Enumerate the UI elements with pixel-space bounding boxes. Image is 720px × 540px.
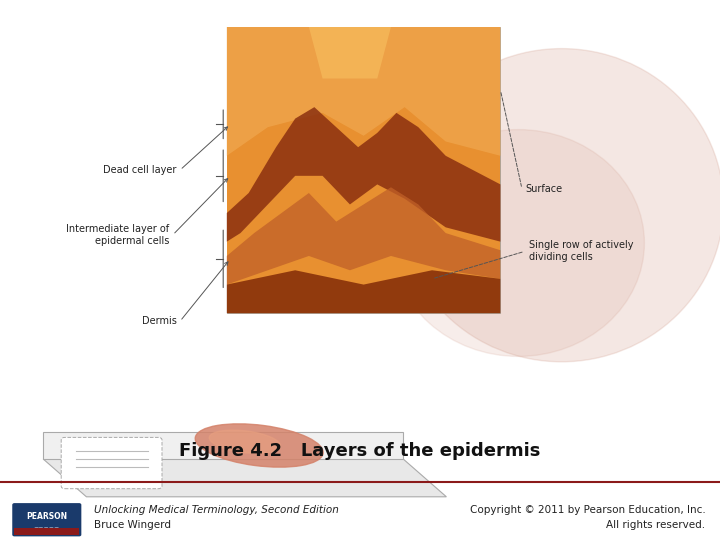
Polygon shape: [43, 432, 403, 459]
Text: Unlocking Medical Terminology, Second Edition: Unlocking Medical Terminology, Second Ed…: [94, 505, 338, 515]
Polygon shape: [309, 27, 391, 78]
Ellipse shape: [195, 424, 323, 467]
Text: Surface: Surface: [526, 184, 563, 194]
Text: Figure 4.2   Layers of the epidermis: Figure 4.2 Layers of the epidermis: [179, 442, 541, 460]
Text: ~~~~~: ~~~~~: [34, 525, 60, 531]
Ellipse shape: [400, 49, 720, 362]
Ellipse shape: [210, 430, 280, 454]
FancyBboxPatch shape: [61, 437, 162, 489]
Text: Dermis: Dermis: [142, 316, 176, 326]
Text: Copyright © 2011 by Pearson Education, Inc.: Copyright © 2011 by Pearson Education, I…: [470, 505, 706, 515]
Text: Intermediate layer of
epidermal cells: Intermediate layer of epidermal cells: [66, 224, 169, 246]
Polygon shape: [227, 107, 500, 241]
Bar: [14, 528, 79, 535]
Polygon shape: [43, 459, 446, 497]
Text: Dead cell layer: Dead cell layer: [103, 165, 176, 175]
Text: PEARSON: PEARSON: [26, 512, 68, 521]
Ellipse shape: [392, 130, 644, 356]
FancyBboxPatch shape: [13, 504, 81, 536]
Polygon shape: [227, 187, 500, 285]
Bar: [227, 27, 500, 313]
Polygon shape: [227, 27, 500, 156]
Bar: [227, 27, 500, 313]
Text: Bruce Wingerd: Bruce Wingerd: [94, 520, 171, 530]
Text: Single row of actively
dividing cells: Single row of actively dividing cells: [529, 240, 634, 262]
Polygon shape: [227, 270, 500, 313]
Text: All rights reserved.: All rights reserved.: [606, 520, 706, 530]
